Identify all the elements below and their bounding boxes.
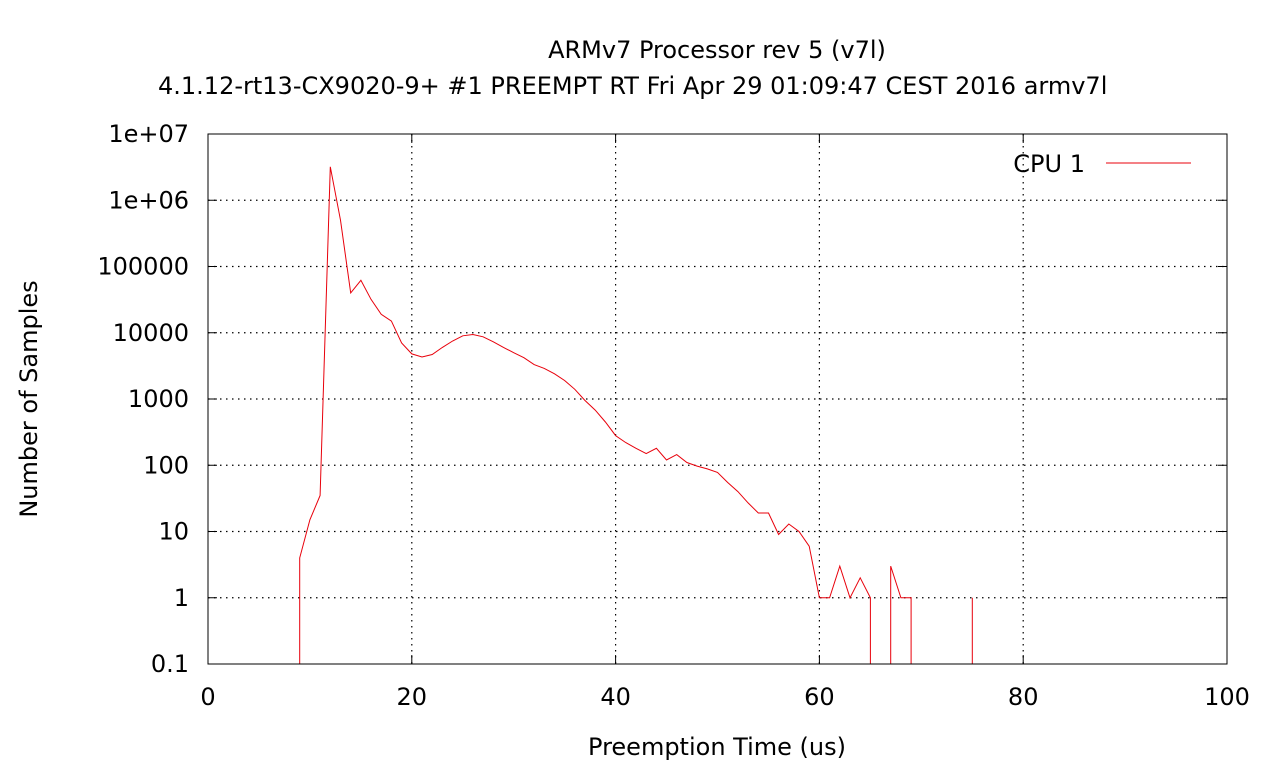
y-tick-labels: 0.1 1 10 100 1000 10000 100000 1e+06 1e+07 [97,120,189,678]
series-line-cpu-1 [299,166,973,665]
y-tick-label: 1 [174,584,189,612]
chart-title: ARMv7 Processor rev 5 (v7l) [548,36,886,64]
chart-subtitle: 4.1.12-rt13-CX9020-9+ #1 PREEMPT RT Fri … [158,72,1107,100]
y-tick-label: 10 [158,518,189,546]
grid-lines [208,134,1227,664]
y-tick-label: 1e+06 [108,186,189,214]
x-tick-label: 60 [804,683,835,711]
x-tick-label: 100 [1204,683,1250,711]
plot-frame [207,133,1228,665]
x-tick-label: 80 [1008,683,1039,711]
y-tick-label: 100000 [97,253,189,281]
legend-label-cpu-1: CPU 1 [1013,150,1085,178]
y-tick-label: 1e+07 [108,120,189,148]
y-tick-label: 100 [143,451,189,479]
y-tick-label: 0.1 [151,650,189,678]
x-tick-label: 0 [200,683,215,711]
x-tick-label: 40 [600,683,631,711]
y-tick-label: 10000 [113,319,189,347]
legend: CPU 1 [1013,150,1191,178]
x-axis-label: Preemption Time (us) [588,733,846,761]
x-tick-labels: 0 20 40 60 80 100 [200,683,1250,711]
plot-area [299,166,973,665]
x-tick-label: 20 [397,683,428,711]
y-axis-label: Number of Samples [15,280,43,517]
y-tick-label: 1000 [128,385,189,413]
